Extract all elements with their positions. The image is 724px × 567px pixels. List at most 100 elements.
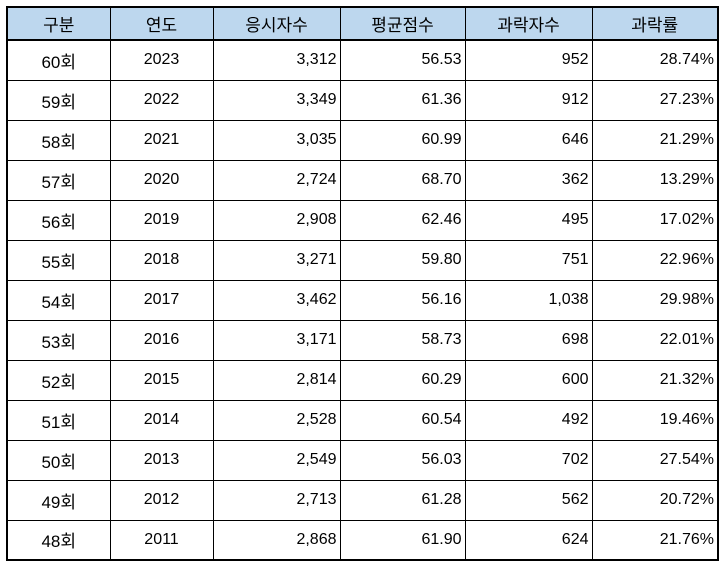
avg-score-cell: 62.46 <box>339 199 466 241</box>
fail-count-cell: 698 <box>464 319 593 361</box>
fail-rate-cell: 21.32% <box>591 359 719 401</box>
fail-count-cell: 492 <box>464 399 593 441</box>
fail-count-cell: 952 <box>464 39 593 81</box>
header-row: 구분 연도 응시자수 평균점수 과락자수 과락률 <box>6 6 719 41</box>
avg-score-cell: 60.99 <box>339 119 466 161</box>
fail-rate-cell: 17.02% <box>591 199 719 241</box>
table-row: 57회 2020 2,724 68.70 362 13.29% <box>6 159 719 201</box>
session-cell: 57회 <box>6 159 111 201</box>
fail-count-cell: 702 <box>464 439 593 481</box>
col-header-session: 구분 <box>6 6 111 41</box>
year-cell: 2019 <box>109 199 214 241</box>
avg-score-cell: 58.73 <box>339 319 466 361</box>
table-row: 52회 2015 2,814 60.29 600 21.32% <box>6 359 719 401</box>
fail-count-cell: 1,038 <box>464 279 593 321</box>
table-body: 60회 2023 3,312 56.53 952 28.74% 59회 2022 3,349 61… <box>6 39 719 561</box>
fail-rate-cell: 27.23% <box>591 79 719 121</box>
year-cell: 2012 <box>109 479 214 521</box>
col-header-year: 연도 <box>109 6 214 41</box>
session-cell: 53회 <box>6 319 111 361</box>
table-row: 55회 2018 3,271 59.80 751 22.96% <box>6 239 719 281</box>
year-cell: 2016 <box>109 319 214 361</box>
session-cell: 48회 <box>6 519 111 561</box>
fail-count-cell: 646 <box>464 119 593 161</box>
year-cell: 2018 <box>109 239 214 281</box>
applicants-cell: 3,171 <box>212 319 341 361</box>
table-row: 48회 2011 2,868 61.90 624 21.76% <box>6 519 719 561</box>
avg-score-cell: 56.03 <box>339 439 466 481</box>
session-cell: 50회 <box>6 439 111 481</box>
fail-rate-cell: 22.01% <box>591 319 719 361</box>
session-cell: 51회 <box>6 399 111 441</box>
applicants-cell: 3,271 <box>212 239 341 281</box>
table-row: 59회 2022 3,349 61.36 912 27.23% <box>6 79 719 121</box>
applicants-cell: 3,462 <box>212 279 341 321</box>
year-cell: 2014 <box>109 399 214 441</box>
applicants-cell: 2,814 <box>212 359 341 401</box>
table-row: 60회 2023 3,312 56.53 952 28.74% <box>6 39 719 81</box>
table-row: 50회 2013 2,549 56.03 702 27.54% <box>6 439 719 481</box>
table-row: 58회 2021 3,035 60.99 646 21.29% <box>6 119 719 161</box>
col-header-fail-count: 과락자수 <box>464 6 593 41</box>
year-cell: 2023 <box>109 39 214 81</box>
applicants-cell: 2,724 <box>212 159 341 201</box>
applicants-cell: 2,713 <box>212 479 341 521</box>
session-cell: 56회 <box>6 199 111 241</box>
year-cell: 2020 <box>109 159 214 201</box>
session-cell: 60회 <box>6 39 111 81</box>
avg-score-cell: 61.28 <box>339 479 466 521</box>
avg-score-cell: 56.53 <box>339 39 466 81</box>
applicants-cell: 3,312 <box>212 39 341 81</box>
applicants-cell: 2,908 <box>212 199 341 241</box>
fail-rate-cell: 13.29% <box>591 159 719 201</box>
applicants-cell: 3,035 <box>212 119 341 161</box>
table-container: 구분 연도 응시자수 평균점수 과락자수 과락률 60회 2023 3,312 56.… <box>6 6 719 561</box>
col-header-avg-score: 평균점수 <box>339 6 466 41</box>
fail-rate-cell: 19.46% <box>591 399 719 441</box>
session-cell: 58회 <box>6 119 111 161</box>
col-header-applicants: 응시자수 <box>212 6 341 41</box>
year-cell: 2017 <box>109 279 214 321</box>
applicants-cell: 2,549 <box>212 439 341 481</box>
avg-score-cell: 61.36 <box>339 79 466 121</box>
fail-rate-cell: 22.96% <box>591 239 719 281</box>
fail-rate-cell: 28.74% <box>591 39 719 81</box>
session-cell: 52회 <box>6 359 111 401</box>
fail-rate-cell: 21.76% <box>591 519 719 561</box>
year-cell: 2013 <box>109 439 214 481</box>
year-cell: 2011 <box>109 519 214 561</box>
avg-score-cell: 56.16 <box>339 279 466 321</box>
avg-score-cell: 60.29 <box>339 359 466 401</box>
table-row: 54회 2017 3,462 56.16 1,038 29.98% <box>6 279 719 321</box>
fail-rate-cell: 20.72% <box>591 479 719 521</box>
avg-score-cell: 60.54 <box>339 399 466 441</box>
fail-count-cell: 624 <box>464 519 593 561</box>
table-row: 56회 2019 2,908 62.46 495 17.02% <box>6 199 719 241</box>
avg-score-cell: 61.90 <box>339 519 466 561</box>
session-cell: 54회 <box>6 279 111 321</box>
table-row: 49회 2012 2,713 61.28 562 20.72% <box>6 479 719 521</box>
exam-statistics-table: 구분 연도 응시자수 평균점수 과락자수 과락률 60회 2023 3,312 56.… <box>6 6 719 561</box>
year-cell: 2021 <box>109 119 214 161</box>
fail-count-cell: 362 <box>464 159 593 201</box>
fail-count-cell: 600 <box>464 359 593 401</box>
table-row: 51회 2014 2,528 60.54 492 19.46% <box>6 399 719 441</box>
applicants-cell: 2,528 <box>212 399 341 441</box>
fail-count-cell: 562 <box>464 479 593 521</box>
fail-count-cell: 912 <box>464 79 593 121</box>
fail-rate-cell: 21.29% <box>591 119 719 161</box>
session-cell: 59회 <box>6 79 111 121</box>
table-row: 53회 2016 3,171 58.73 698 22.01% <box>6 319 719 361</box>
applicants-cell: 3,349 <box>212 79 341 121</box>
avg-score-cell: 59.80 <box>339 239 466 281</box>
year-cell: 2022 <box>109 79 214 121</box>
fail-count-cell: 751 <box>464 239 593 281</box>
session-cell: 55회 <box>6 239 111 281</box>
fail-rate-cell: 29.98% <box>591 279 719 321</box>
session-cell: 49회 <box>6 479 111 521</box>
year-cell: 2015 <box>109 359 214 401</box>
fail-count-cell: 495 <box>464 199 593 241</box>
col-header-fail-rate: 과락률 <box>591 6 719 41</box>
fail-rate-cell: 27.54% <box>591 439 719 481</box>
applicants-cell: 2,868 <box>212 519 341 561</box>
